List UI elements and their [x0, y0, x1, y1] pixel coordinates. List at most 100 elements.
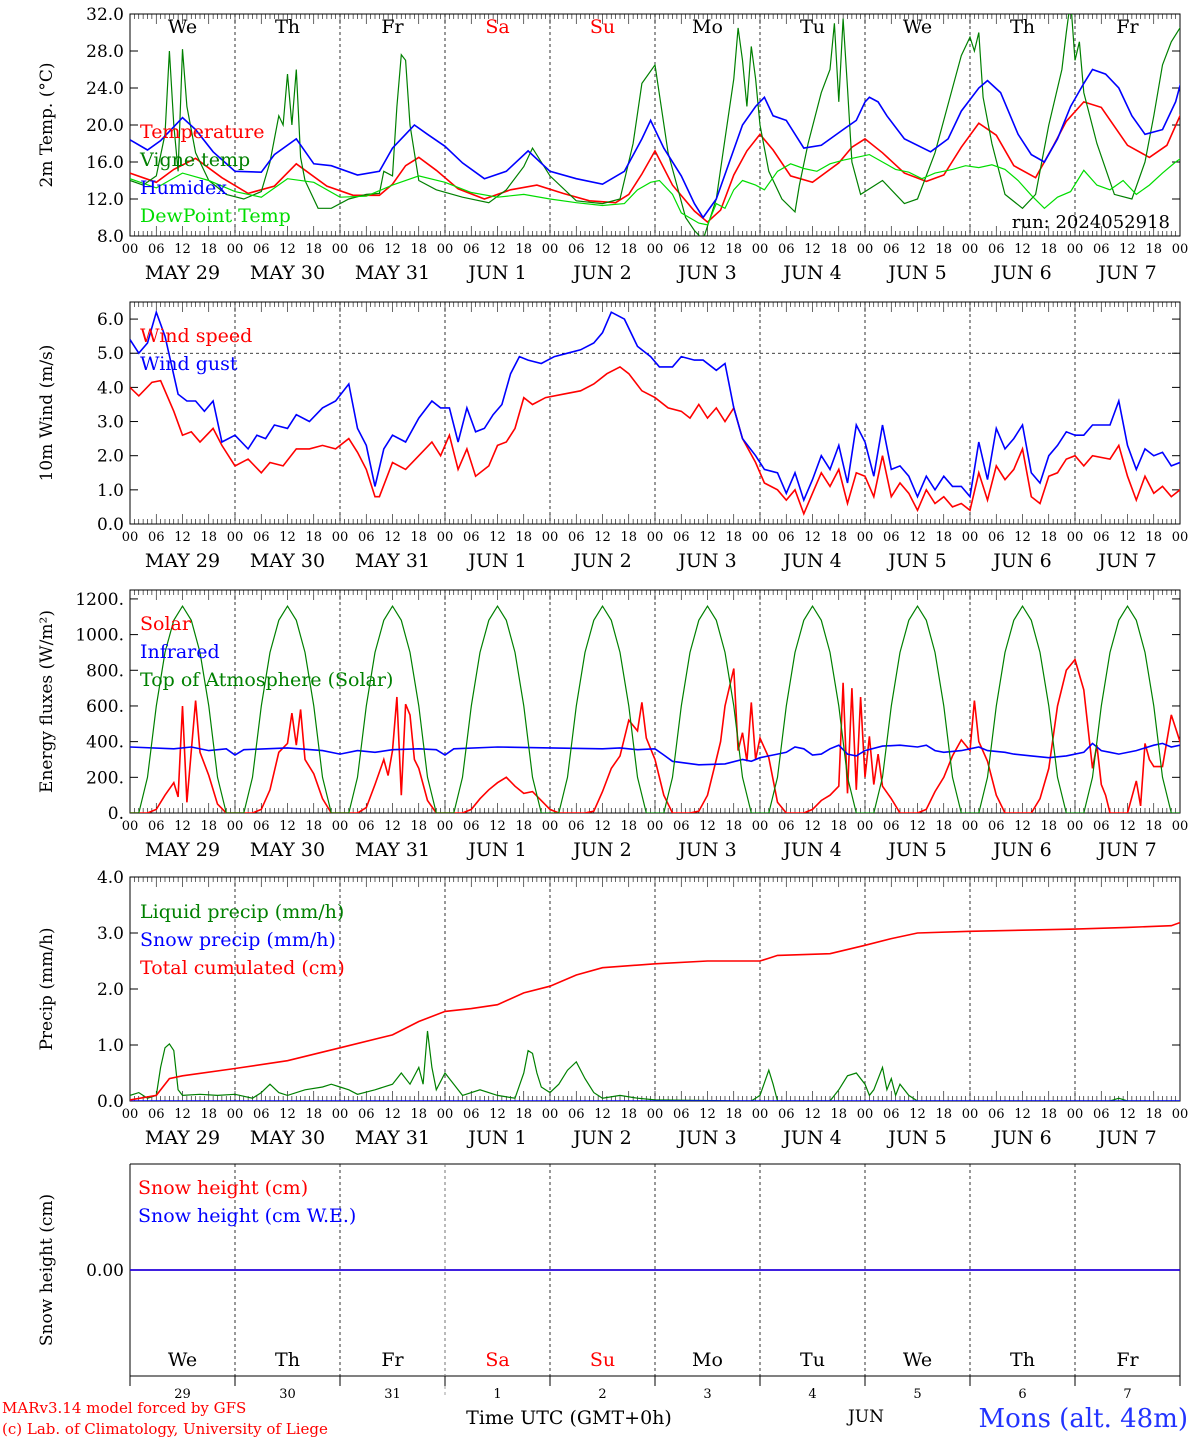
hour-tick-label: 12	[594, 819, 611, 834]
hour-tick-label: 00	[437, 1107, 454, 1122]
hour-tick-label: 06	[1093, 530, 1110, 545]
hour-tick-label: 12	[909, 530, 926, 545]
hour-tick-label: 12	[1014, 242, 1031, 257]
date-label: JUN 2	[571, 550, 631, 572]
hour-tick-label: 12	[699, 1107, 716, 1122]
weekday-label: Sa	[485, 1349, 509, 1371]
date-label: JUN 2	[571, 262, 631, 284]
panel-3	[129, 589, 1181, 814]
weekday-label: Sa	[485, 16, 509, 38]
hour-tick-label: 06	[358, 1107, 375, 1122]
panel-2	[129, 301, 1181, 525]
date-label: MAY 30	[250, 1127, 325, 1149]
hour-tick-label: 06	[883, 1107, 900, 1122]
date-label: JUN 1	[466, 839, 526, 861]
hour-tick-label: 12	[489, 242, 506, 257]
hour-tick-label: 18	[830, 242, 847, 257]
day-number-label: 29	[174, 1387, 191, 1402]
panel-5	[129, 1163, 1181, 1396]
y-tick-label: 12.0	[86, 190, 124, 210]
hour-tick-label: 18	[410, 530, 427, 545]
day-number-label: 2	[598, 1387, 606, 1402]
date-label: MAY 31	[355, 839, 430, 861]
hour-tick-label: 06	[358, 242, 375, 257]
hour-tick-label: 06	[148, 819, 165, 834]
hour-tick-label: 18	[620, 819, 637, 834]
legend-entry: Snow height (cm)	[138, 1177, 308, 1199]
hour-tick-label: 12	[384, 1107, 401, 1122]
y-tick-label: 1.0	[97, 481, 124, 501]
hour-tick-label: 00	[122, 530, 139, 545]
date-label: JUN 3	[676, 262, 736, 284]
date-label: JUN 7	[1096, 839, 1156, 861]
series-line-solar	[130, 657, 1180, 813]
hour-tick-label: 06	[568, 242, 585, 257]
weekday-label: Su	[590, 1349, 615, 1371]
weekday-label: Mo	[692, 1349, 723, 1371]
weekday-label: Tu	[800, 1349, 825, 1371]
hour-tick-label: 00	[647, 819, 664, 834]
hour-tick-label: 06	[463, 242, 480, 257]
hour-tick-label: 18	[305, 1107, 322, 1122]
hour-tick-label: 06	[883, 242, 900, 257]
hour-tick-label: 12	[279, 819, 296, 834]
y-axis-title: 2m Temp. (°C)	[37, 62, 57, 187]
y-tick-label: 6.0	[97, 310, 124, 330]
series-line-wind-gust	[130, 309, 1180, 503]
hour-tick-label: 12	[699, 819, 716, 834]
y-tick-label: 0.00	[86, 1261, 124, 1281]
hour-tick-label: 18	[410, 242, 427, 257]
weekday-label: Th	[1010, 1349, 1035, 1371]
y-tick-label: 0.0	[97, 515, 124, 535]
date-label: MAY 29	[145, 262, 220, 284]
date-label: MAY 29	[145, 839, 220, 861]
panel-4	[129, 876, 1181, 1102]
date-label: JUN 1	[466, 550, 526, 572]
date-label: JUN 7	[1096, 1127, 1156, 1149]
hour-tick-label: 06	[988, 1107, 1005, 1122]
hour-tick-label: 06	[988, 242, 1005, 257]
date-label: JUN 2	[571, 1127, 631, 1149]
hour-tick-label: 00	[542, 242, 559, 257]
hour-tick-label: 12	[384, 242, 401, 257]
hour-tick-label: 18	[620, 1107, 637, 1122]
legend-entry: Solar	[140, 613, 192, 635]
series-line-infrared	[130, 742, 1180, 766]
hour-tick-label: 18	[725, 242, 742, 257]
day-number-label: 3	[703, 1387, 711, 1402]
y-axis-title: Precip (mm/h)	[37, 927, 57, 1050]
hour-tick-label: 12	[1119, 530, 1136, 545]
panel-1	[129, 13, 1181, 237]
month-label: JUN	[846, 1407, 884, 1427]
date-label: MAY 29	[145, 1127, 220, 1149]
hour-tick-label: 00	[1172, 1107, 1189, 1122]
hour-tick-label: 00	[542, 530, 559, 545]
y-axis-title: Snow height (cm)	[37, 1194, 57, 1346]
hour-tick-label: 00	[647, 1107, 664, 1122]
date-label: MAY 31	[355, 550, 430, 572]
y-tick-label: 800.	[86, 661, 124, 681]
y-tick-label: 600.	[86, 697, 124, 717]
hour-tick-label: 00	[752, 242, 769, 257]
hour-tick-label: 06	[253, 242, 270, 257]
hour-tick-label: 06	[778, 242, 795, 257]
hour-tick-label: 18	[515, 819, 532, 834]
weekday-label: Th	[1010, 16, 1035, 38]
legend-entry: Total cumulated (cm)	[140, 957, 345, 979]
legend-entry: Wind gust	[140, 353, 238, 375]
y-tick-label: 0.0	[97, 1092, 124, 1112]
hour-tick-label: 12	[489, 1107, 506, 1122]
hour-tick-label: 06	[463, 819, 480, 834]
hour-tick-label: 00	[437, 242, 454, 257]
hour-tick-label: 18	[935, 242, 952, 257]
hour-tick-label: 00	[227, 1107, 244, 1122]
date-label: JUN 1	[466, 1127, 526, 1149]
weekday-label: Mo	[692, 16, 723, 38]
hour-tick-label: 00	[332, 242, 349, 257]
weekday-label: Fr	[1116, 16, 1139, 38]
hour-tick-label: 12	[279, 242, 296, 257]
hour-tick-label: 12	[279, 530, 296, 545]
hour-tick-label: 18	[1040, 819, 1057, 834]
legend-entry: Snow precip (mm/h)	[140, 929, 336, 951]
date-label: JUN 1	[466, 262, 526, 284]
